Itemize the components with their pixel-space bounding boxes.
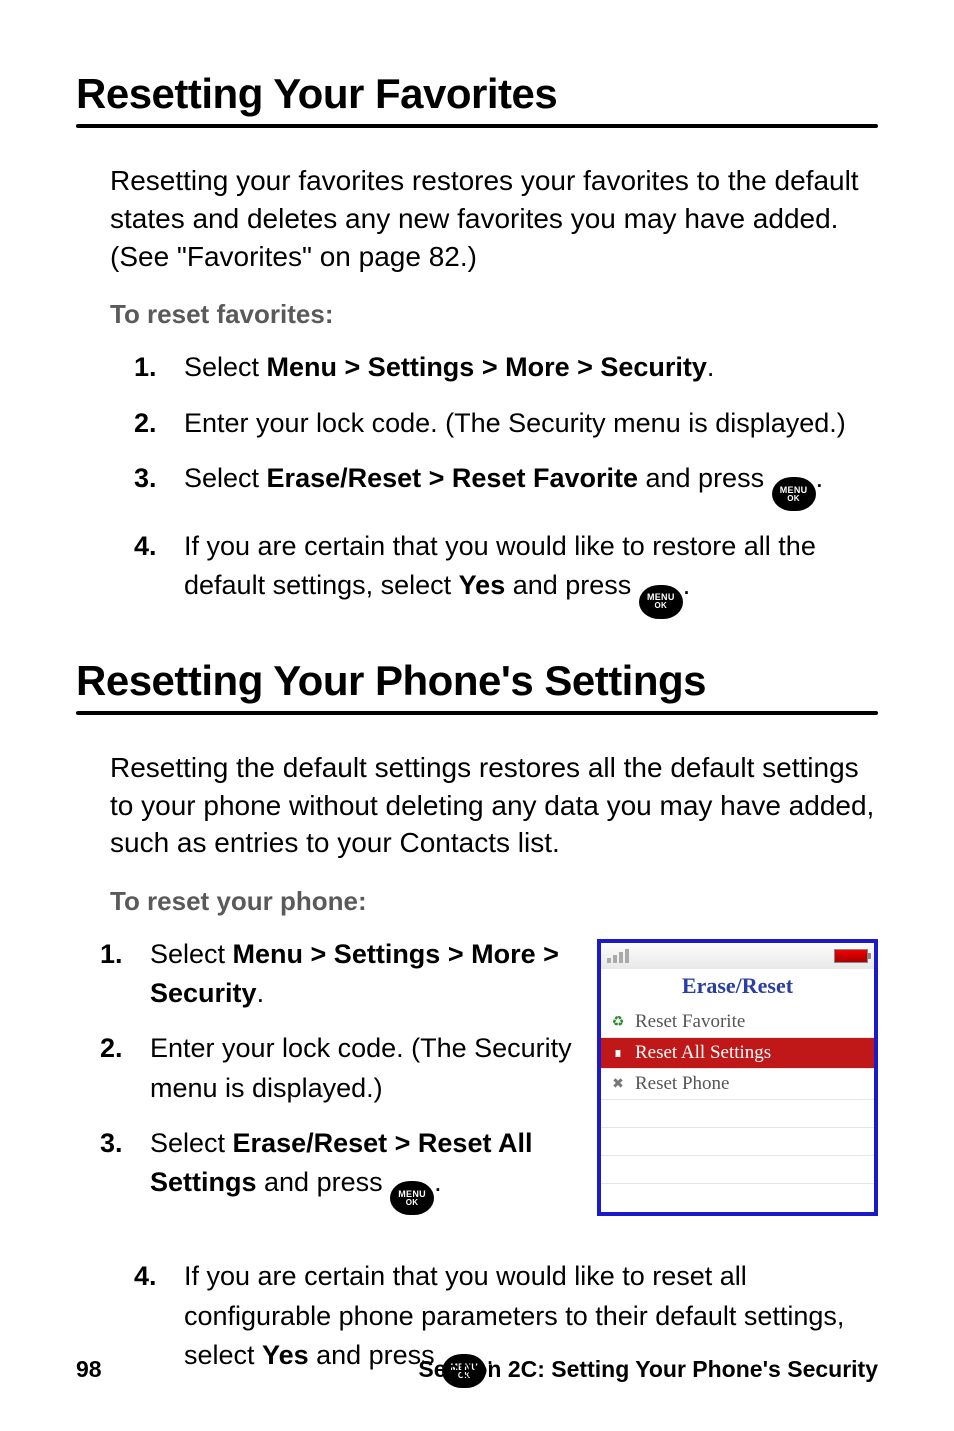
heading-resetting-favorites: Resetting Your Favorites bbox=[76, 70, 878, 118]
phone-menu-label: Reset Phone bbox=[635, 1073, 729, 1095]
step-number: 2. bbox=[134, 404, 157, 443]
step-text-post: . bbox=[707, 352, 715, 382]
section-resetting-phone: Resetting Your Phone's Settings Resettin… bbox=[76, 657, 878, 1388]
subhead-reset-favorites: To reset favorites: bbox=[110, 299, 878, 330]
menu-ok-icon: MENUOK bbox=[390, 1181, 434, 1215]
steps-phone: 1. Select Menu > Settings > More > Secur… bbox=[100, 935, 579, 1215]
intro-favorites: Resetting your favorites restores your f… bbox=[110, 162, 878, 275]
phone-screenshot: Erase/Reset ♻ Reset Favorite ∎ Reset All… bbox=[597, 939, 878, 1216]
phone-empty-row bbox=[601, 1100, 874, 1128]
step-1: 1. Select Menu > Settings > More > Secur… bbox=[134, 348, 878, 387]
ok-label: OK bbox=[787, 495, 800, 503]
steps-favorites: 1. Select Menu > Settings > More > Secur… bbox=[134, 348, 878, 618]
intro-phone: Resetting the default settings restores … bbox=[110, 749, 878, 862]
reset-all-icon: ∎ bbox=[609, 1044, 627, 1062]
step-text-post: . bbox=[683, 570, 691, 600]
phone-empty-row bbox=[601, 1184, 874, 1212]
step-text-bold: Yes bbox=[459, 570, 506, 600]
step-3: 3. Select Erase/Reset > Reset All Settin… bbox=[100, 1124, 579, 1216]
step-number: 4. bbox=[134, 1257, 157, 1296]
phone-status-bar bbox=[601, 943, 874, 969]
step-2: 2. Enter your lock code. (The Security m… bbox=[100, 1029, 579, 1107]
battery-icon bbox=[834, 949, 868, 963]
step-text-mid: and press bbox=[505, 570, 639, 600]
rule bbox=[76, 711, 878, 715]
phone-empty-row bbox=[601, 1156, 874, 1184]
ok-label: OK bbox=[406, 1199, 419, 1207]
step-number: 4. bbox=[134, 527, 157, 566]
step-text-post: . bbox=[434, 1167, 442, 1197]
steps-and-screenshot: 1. Select Menu > Settings > More > Secur… bbox=[76, 935, 878, 1253]
step-text-post: . bbox=[816, 463, 824, 493]
ok-label: OK bbox=[654, 602, 667, 610]
section-label: Section 2C: Setting Your Phone's Securit… bbox=[418, 1356, 878, 1383]
step-text-mid: and press bbox=[638, 463, 772, 493]
step-4: 4. If you are certain that you would lik… bbox=[134, 527, 878, 619]
step-number: 1. bbox=[134, 348, 157, 387]
step-3: 3. Select Erase/Reset > Reset Favorite a… bbox=[134, 459, 878, 512]
step-text-bold: Erase/Reset > Reset Favorite bbox=[267, 463, 638, 493]
step-text-post: . bbox=[257, 978, 265, 1008]
phone-empty-row bbox=[601, 1128, 874, 1156]
rule bbox=[76, 124, 878, 128]
step-2: 2. Enter your lock code. (The Security m… bbox=[134, 404, 878, 443]
reset-favorite-icon: ♻ bbox=[609, 1013, 627, 1031]
heading-resetting-phone: Resetting Your Phone's Settings bbox=[76, 657, 878, 705]
page-footer: 98 Section 2C: Setting Your Phone's Secu… bbox=[76, 1356, 878, 1383]
step-text-bold: Menu > Settings > More > Security bbox=[267, 352, 707, 382]
step-number: 3. bbox=[134, 459, 157, 498]
phone-menu-label: Reset Favorite bbox=[635, 1011, 745, 1033]
step-text-mid: and press bbox=[257, 1167, 391, 1197]
step-number: 1. bbox=[100, 935, 123, 974]
reset-phone-icon: ✖ bbox=[609, 1075, 627, 1093]
phone-menu-item-reset-phone[interactable]: ✖ Reset Phone bbox=[601, 1069, 874, 1100]
phone-menu-label: Reset All Settings bbox=[635, 1042, 771, 1064]
step-text-pre: Select bbox=[184, 463, 267, 493]
step-text-pre: Select bbox=[150, 1128, 233, 1158]
signal-icon bbox=[607, 949, 629, 963]
step-text-pre: Select bbox=[184, 352, 267, 382]
steps-column: 1. Select Menu > Settings > More > Secur… bbox=[76, 935, 579, 1253]
menu-ok-icon: MENUOK bbox=[639, 585, 683, 619]
phone-menu-item-reset-all-selected[interactable]: ∎ Reset All Settings bbox=[601, 1038, 874, 1069]
step-text: Enter your lock code. (The Security menu… bbox=[184, 408, 846, 438]
step-1: 1. Select Menu > Settings > More > Secur… bbox=[100, 935, 579, 1013]
phone-screen-title: Erase/Reset bbox=[601, 969, 874, 1007]
step-text-pre: Select bbox=[150, 939, 233, 969]
step-number: 2. bbox=[100, 1029, 123, 1068]
subhead-reset-phone: To reset your phone: bbox=[110, 886, 878, 917]
phone-menu-item-reset-favorite[interactable]: ♻ Reset Favorite bbox=[601, 1007, 874, 1038]
step-number: 3. bbox=[100, 1124, 123, 1163]
page: Resetting Your Favorites Resetting your … bbox=[0, 0, 954, 1431]
menu-ok-icon: MENUOK bbox=[772, 477, 816, 511]
page-number: 98 bbox=[76, 1356, 102, 1383]
step-text: Enter your lock code. (The Security menu… bbox=[150, 1033, 572, 1102]
